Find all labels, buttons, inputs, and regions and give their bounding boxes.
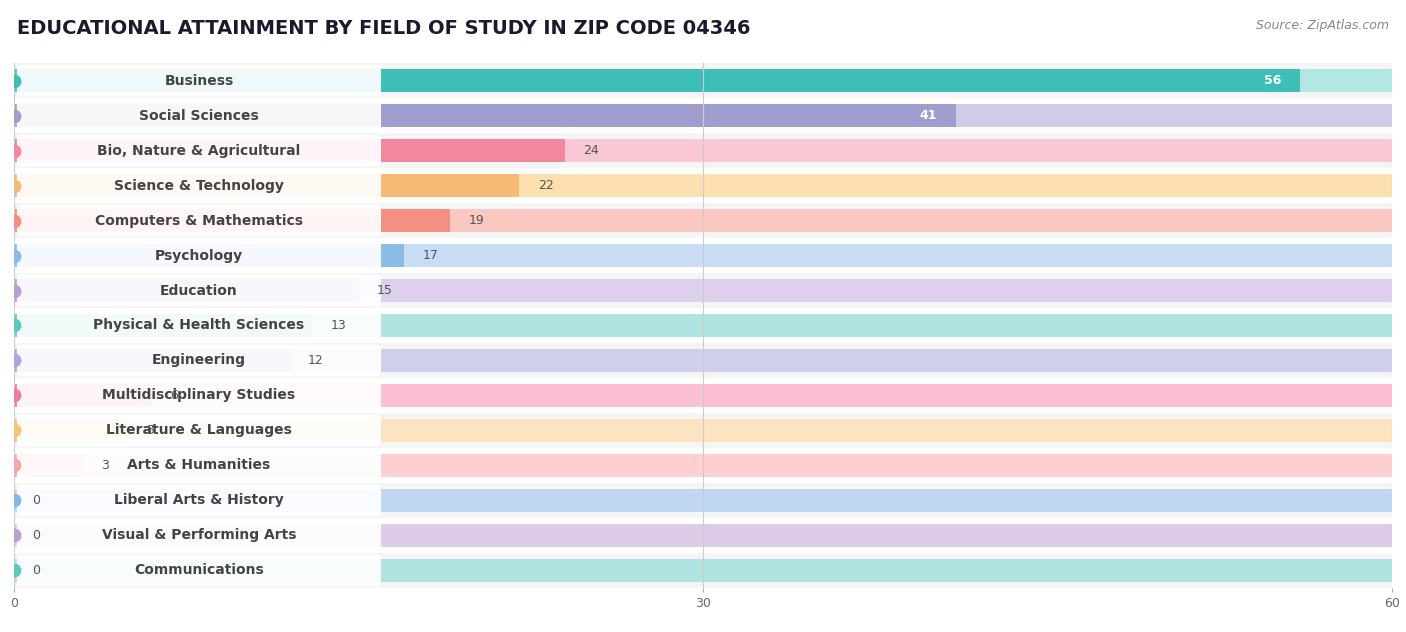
Bar	[14, 279, 1392, 302]
Bar	[14, 349, 290, 372]
Bar	[14, 384, 1392, 407]
Bar	[14, 308, 1392, 343]
Bar	[14, 238, 1392, 273]
Text: Arts & Humanities: Arts & Humanities	[128, 458, 270, 472]
Bar	[14, 384, 152, 407]
Bar	[14, 133, 1392, 168]
Bar	[14, 349, 1392, 372]
Bar	[14, 244, 405, 267]
Bar	[14, 524, 1392, 547]
Bar	[14, 70, 1392, 92]
Bar	[14, 483, 1392, 518]
Text: Physical & Health Sciences: Physical & Health Sciences	[93, 319, 305, 332]
Bar	[14, 209, 450, 232]
FancyBboxPatch shape	[17, 100, 381, 131]
Bar	[14, 454, 1392, 477]
Text: 0: 0	[32, 529, 41, 542]
FancyBboxPatch shape	[17, 310, 381, 341]
Text: 19: 19	[468, 214, 485, 227]
FancyBboxPatch shape	[17, 66, 381, 95]
Bar	[14, 244, 1392, 267]
FancyBboxPatch shape	[17, 415, 381, 446]
Text: 56: 56	[1264, 74, 1282, 87]
Text: 12: 12	[308, 354, 323, 367]
Text: 15: 15	[377, 284, 392, 297]
Text: Computers & Mathematics: Computers & Mathematics	[96, 214, 302, 228]
FancyBboxPatch shape	[17, 346, 381, 375]
Text: Bio, Nature & Agricultural: Bio, Nature & Agricultural	[97, 143, 301, 157]
Bar	[14, 139, 565, 162]
Bar	[14, 168, 1392, 203]
Bar	[14, 343, 1392, 378]
Bar	[14, 174, 519, 197]
FancyBboxPatch shape	[17, 451, 381, 480]
Text: Source: ZipAtlas.com: Source: ZipAtlas.com	[1256, 19, 1389, 32]
Text: 13: 13	[330, 319, 347, 332]
Text: Multidisciplinary Studies: Multidisciplinary Studies	[103, 389, 295, 403]
Text: 0: 0	[32, 564, 41, 577]
Bar	[14, 279, 359, 302]
Bar	[14, 174, 1392, 197]
FancyBboxPatch shape	[17, 276, 381, 305]
Bar	[14, 63, 1392, 98]
Bar	[14, 104, 956, 127]
Text: 3: 3	[101, 459, 110, 472]
Bar	[14, 98, 1392, 133]
Bar	[14, 518, 1392, 553]
Bar	[14, 139, 1392, 162]
FancyBboxPatch shape	[17, 556, 381, 585]
Bar	[14, 203, 1392, 238]
Bar	[14, 209, 1392, 232]
Bar	[14, 489, 1392, 512]
Text: 0: 0	[32, 494, 41, 507]
Bar	[14, 419, 1392, 442]
Text: Education: Education	[160, 284, 238, 298]
FancyBboxPatch shape	[17, 485, 381, 515]
FancyBboxPatch shape	[17, 380, 381, 410]
Bar	[14, 448, 1392, 483]
Bar	[14, 553, 1392, 588]
Text: 6: 6	[170, 389, 179, 402]
Bar	[14, 419, 129, 442]
FancyBboxPatch shape	[17, 136, 381, 166]
Text: 17: 17	[423, 249, 439, 262]
Text: Business: Business	[165, 74, 233, 88]
Bar	[14, 104, 1392, 127]
Bar	[14, 70, 1301, 92]
FancyBboxPatch shape	[17, 241, 381, 270]
Bar	[14, 378, 1392, 413]
Bar	[14, 273, 1392, 308]
Text: Visual & Performing Arts: Visual & Performing Arts	[101, 528, 297, 542]
Bar	[14, 314, 312, 337]
Text: Social Sciences: Social Sciences	[139, 109, 259, 123]
Text: 41: 41	[920, 109, 938, 122]
FancyBboxPatch shape	[17, 205, 381, 236]
Text: EDUCATIONAL ATTAINMENT BY FIELD OF STUDY IN ZIP CODE 04346: EDUCATIONAL ATTAINMENT BY FIELD OF STUDY…	[17, 19, 751, 38]
Bar	[14, 454, 83, 477]
Text: Engineering: Engineering	[152, 353, 246, 367]
Text: Communications: Communications	[134, 563, 264, 577]
FancyBboxPatch shape	[17, 171, 381, 200]
Text: Psychology: Psychology	[155, 248, 243, 262]
Text: Liberal Arts & History: Liberal Arts & History	[114, 494, 284, 507]
Text: Science & Technology: Science & Technology	[114, 179, 284, 193]
Bar	[14, 559, 1392, 581]
Text: 22: 22	[537, 179, 554, 192]
Bar	[14, 314, 1392, 337]
Text: 24: 24	[583, 144, 599, 157]
Bar	[14, 413, 1392, 448]
FancyBboxPatch shape	[17, 520, 381, 550]
Text: Literature & Languages: Literature & Languages	[105, 423, 292, 437]
Text: 5: 5	[148, 424, 155, 437]
